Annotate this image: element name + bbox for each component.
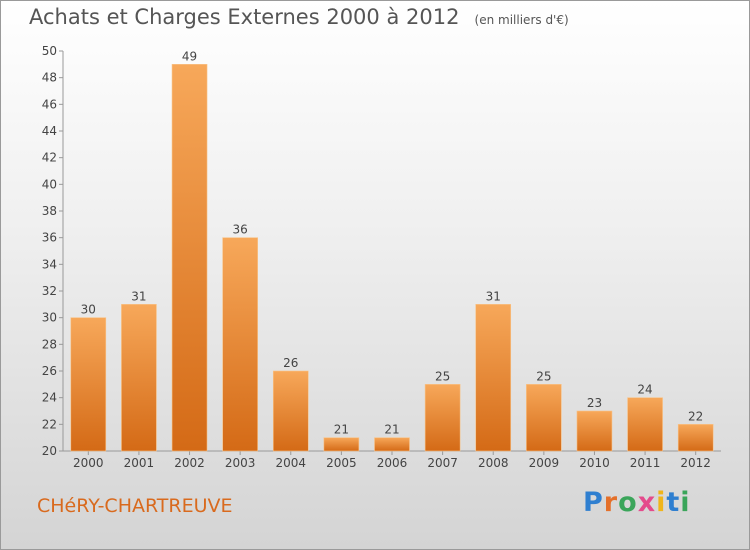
logo-letter: x xyxy=(637,487,657,518)
y-tick-label: 22 xyxy=(42,417,57,431)
bar xyxy=(424,384,461,452)
x-tick-label: 2012 xyxy=(680,456,711,470)
y-tick-label: 26 xyxy=(42,364,57,378)
proxiti-logo: Proxiti xyxy=(583,487,691,518)
y-tick-label: 40 xyxy=(42,177,57,191)
x-tick-label: 2000 xyxy=(73,456,104,470)
data-label: 31 xyxy=(131,289,146,303)
x-tick-label: 2010 xyxy=(579,456,610,470)
y-tick-label: 36 xyxy=(42,231,57,245)
y-tick-label: 38 xyxy=(42,204,57,218)
data-label: 36 xyxy=(233,223,248,237)
bar xyxy=(70,317,107,452)
logo-letter: P xyxy=(583,487,604,518)
data-label: 25 xyxy=(435,369,450,383)
data-labels: 30 31 49 36 26 21 21 25 31 25 23 24 22 xyxy=(81,49,704,436)
bar xyxy=(526,384,562,452)
data-label: 21 xyxy=(384,423,399,437)
bar xyxy=(171,64,208,452)
logo-letter: i xyxy=(680,487,691,518)
bars xyxy=(70,64,714,452)
bar xyxy=(475,304,512,452)
data-label: 30 xyxy=(81,303,96,317)
x-tick-label: 2003 xyxy=(225,456,256,470)
bar xyxy=(627,397,663,452)
x-tick-label: 2007 xyxy=(427,456,458,470)
data-label: 21 xyxy=(334,423,349,437)
data-label: 31 xyxy=(486,289,501,303)
data-label: 23 xyxy=(587,396,602,410)
data-label: 24 xyxy=(637,383,652,397)
y-tick-label: 48 xyxy=(42,71,57,85)
data-label: 49 xyxy=(182,49,197,63)
x-tick-label: 2008 xyxy=(478,456,509,470)
y-tick-label: 28 xyxy=(42,337,57,351)
x-tick-label: 2004 xyxy=(275,456,306,470)
bar xyxy=(121,304,157,452)
y-tick-label: 30 xyxy=(42,311,57,325)
x-tick-label: 2009 xyxy=(529,456,560,470)
logo-letter: r xyxy=(603,487,619,518)
bar xyxy=(677,424,714,452)
y-tick-label: 46 xyxy=(42,97,57,111)
town-name: CHéRY-CHARTREUVE xyxy=(37,495,233,517)
logo-letter: o xyxy=(618,487,638,518)
y-tick-label: 42 xyxy=(42,151,57,165)
chart-title: Achats et Charges Externes 2000 à 2012 xyxy=(29,5,460,29)
data-label: 26 xyxy=(283,356,298,370)
y-tick-label: 20 xyxy=(42,444,57,458)
data-label: 22 xyxy=(688,409,703,423)
bar xyxy=(374,437,410,452)
x-tick-label: 2001 xyxy=(124,456,155,470)
x-tick-label: 2002 xyxy=(174,456,205,470)
bar xyxy=(222,237,258,452)
y-tick-label: 32 xyxy=(42,284,57,298)
bar xyxy=(272,370,309,452)
chart-subtitle: (en milliers d'€) xyxy=(474,13,569,27)
x-tick-label: 2011 xyxy=(630,456,661,470)
logo-letter: t xyxy=(666,487,681,518)
x-tick-label: 2006 xyxy=(377,456,408,470)
y-tick-label: 44 xyxy=(42,124,57,138)
bar xyxy=(323,437,360,452)
logo-letter: i xyxy=(656,487,667,518)
axes: 20 22 24 26 28 30 32 34 36 38 40 42 44 46 48 50 2000 2001… xyxy=(42,44,721,470)
bar xyxy=(576,410,613,452)
y-tick-label: 34 xyxy=(42,257,57,271)
x-tick-label: 2005 xyxy=(326,456,357,470)
y-tick-label: 50 xyxy=(42,44,57,58)
title-block: Achats et Charges Externes 2000 à 2012 (… xyxy=(29,5,569,29)
y-tick-label: 24 xyxy=(42,391,57,405)
data-label: 25 xyxy=(536,369,551,383)
